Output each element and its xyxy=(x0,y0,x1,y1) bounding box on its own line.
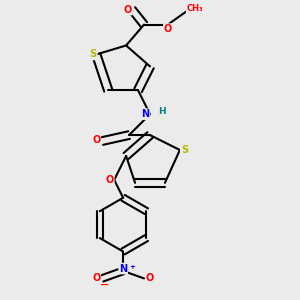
Text: O: O xyxy=(92,134,100,145)
Text: N: N xyxy=(119,263,127,274)
Text: H: H xyxy=(158,107,166,116)
Text: O: O xyxy=(92,272,100,283)
Text: +: + xyxy=(130,264,136,270)
Text: S: S xyxy=(90,50,97,59)
Text: O: O xyxy=(124,5,132,15)
Text: −: − xyxy=(100,280,109,290)
Text: S: S xyxy=(181,145,188,155)
Text: CH₃: CH₃ xyxy=(187,4,203,13)
Text: N: N xyxy=(142,109,150,119)
Text: O: O xyxy=(146,272,154,283)
Text: O: O xyxy=(106,175,114,185)
Text: O: O xyxy=(164,24,172,34)
